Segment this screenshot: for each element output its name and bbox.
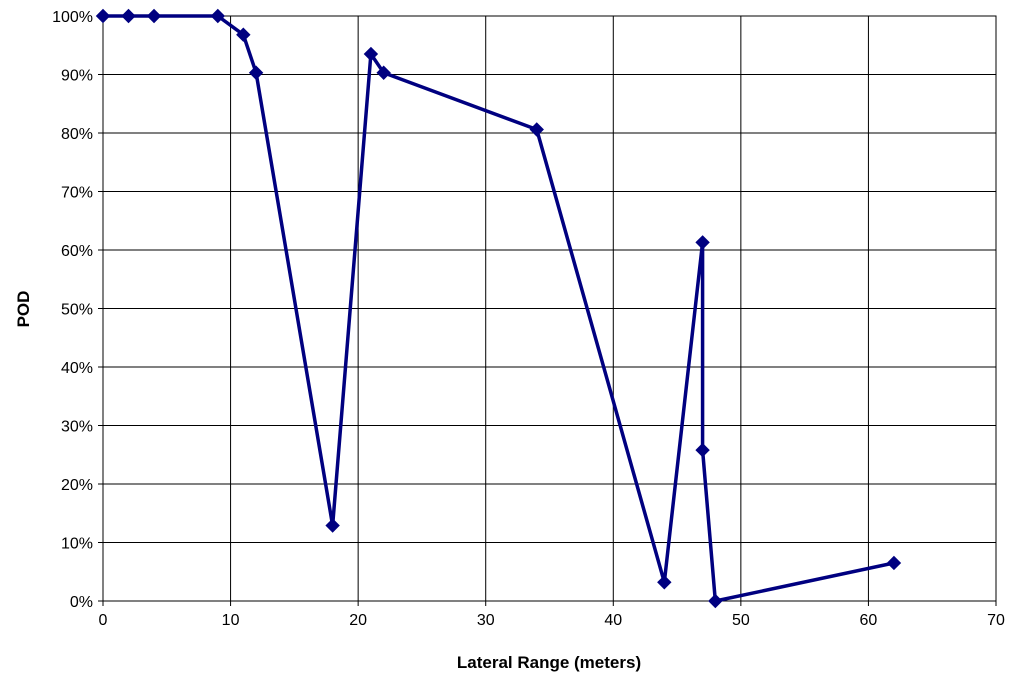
data-point-marker (376, 65, 391, 80)
data-point-marker (325, 518, 340, 533)
y-axis-title: POD (14, 291, 33, 328)
data-point-marker (248, 65, 264, 80)
data-point-marker (695, 442, 710, 458)
data-point-marker (708, 593, 723, 609)
x-tick-label: 70 (987, 612, 1005, 629)
data-point-marker (886, 555, 902, 571)
x-axis-title: Lateral Range (meters) (457, 653, 641, 672)
x-tick-label: 10 (222, 612, 240, 629)
data-point-marker (657, 575, 672, 590)
x-axis-ticks: 0 10 20 30 40 50 60 70 (99, 601, 1005, 629)
y-tick-label: 20% (61, 477, 93, 494)
x-tick-label: 50 (732, 612, 750, 629)
data-point-marker (121, 8, 136, 24)
x-tick-label: 60 (860, 612, 878, 629)
y-tick-label: 50% (61, 302, 93, 319)
y-tick-label: 40% (61, 360, 93, 377)
y-tick-label: 0% (70, 594, 93, 611)
data-point-marker (146, 8, 162, 24)
data-point-marker (695, 235, 710, 250)
data-point-marker (236, 27, 251, 42)
data-point-marker (210, 8, 226, 24)
series-group (95, 8, 902, 609)
x-tick-label: 30 (477, 612, 495, 629)
y-tick-label: 100% (52, 9, 93, 26)
y-axis-ticks: 0% 10% 20% 30% 40% 50% 60% 70% 80% 90% 100% (52, 9, 103, 611)
y-tick-label: 60% (61, 243, 93, 260)
x-tick-label: 0 (99, 612, 108, 629)
x-tick-label: 40 (604, 612, 622, 629)
data-point-marker (529, 122, 544, 137)
y-tick-label: 10% (61, 536, 93, 553)
x-tick-label: 20 (349, 612, 367, 629)
y-tick-label: 90% (61, 68, 93, 85)
y-tick-label: 80% (61, 126, 93, 143)
data-point-marker (363, 46, 379, 62)
y-tick-label: 70% (61, 185, 93, 202)
y-tick-label: 30% (61, 419, 93, 436)
data-point-marker (95, 8, 111, 24)
